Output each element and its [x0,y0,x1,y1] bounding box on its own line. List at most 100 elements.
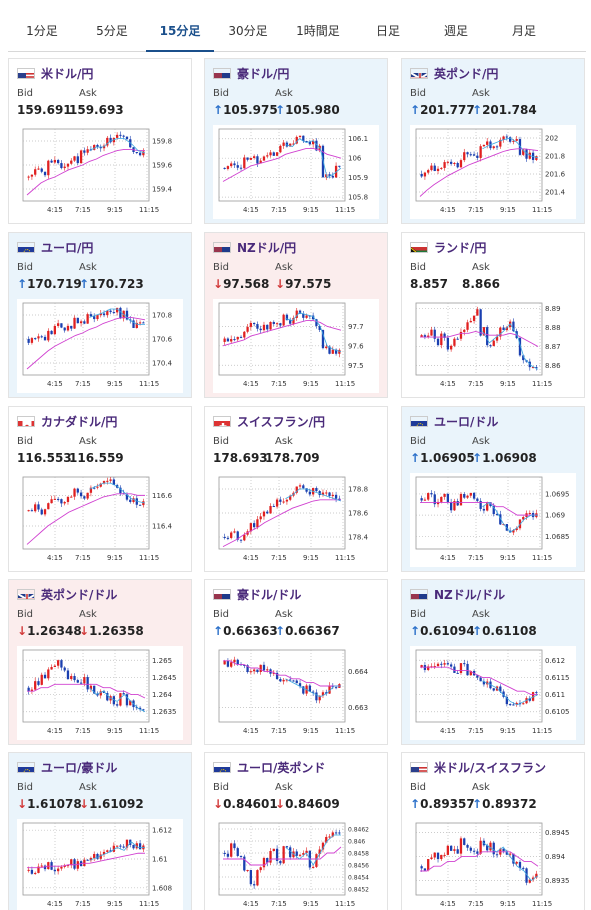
card-header[interactable]: 米ドル/スイスフラン [410,759,546,775]
card-header[interactable]: カナダドル/円 [17,413,117,429]
price-chart[interactable]: 4:15 7:15 9:15 11:15 106.1 106 105.9 105.8 [213,125,379,219]
moving-average-line [222,499,341,547]
bid-value: 170.719 [27,277,82,291]
card-header[interactable]: ユーロ/ドル [410,413,498,429]
candle-body [89,858,93,861]
candle-body [321,329,325,349]
tab-0[interactable]: 1分足 [26,24,58,38]
card-header[interactable]: 豪ドル/ドル [213,586,301,602]
card-header[interactable]: 米ドル/円 [17,65,93,81]
rate-card[interactable]: スイスフラン/円 Bid Ask 178.693 178.709 4:15 7:15 9:15… [204,406,388,572]
candle-body [93,487,96,489]
pair-name[interactable]: ランド/円 [434,240,487,255]
pair-name[interactable]: 豪ドル/円 [237,66,290,81]
rate-card[interactable]: 米ドル/円 Bid Ask 159.691 159.693 4:15 7:15 9:15 11:… [8,58,192,224]
price-chart[interactable]: 4:15 7:15 9:15 11:15 0.8945 0.894 0.8935 [410,819,576,910]
price-chart[interactable]: 4:15 7:15 9:15 11:15 1.612 1.61 1.608 [17,819,183,910]
x-tick-label: 4:15 [243,206,259,214]
candle-body [122,135,125,137]
rate-card[interactable]: ユーロ/英ポンド Bid Ask ↓0.84601 ↓0.84609 4:15 7:15 9:… [204,752,388,910]
rate-card[interactable]: 英ポンド/円 Bid Ask ↑201.777 ↑201.784 4:15 7:15 9:15… [401,58,585,224]
price-chart[interactable]: 4:15 7:15 9:15 11:15 1.0695 1.069 1.0685 [410,473,576,567]
rate-card[interactable]: ユーロ/ドル Bid Ask ↑1.06905 ↑1.06908 4:15 7:15 9:15… [401,406,585,572]
tab-6[interactable]: 週足 [443,24,468,38]
tab-1[interactable]: 5分足 [96,24,128,38]
y-tick-label: 0.8462 [348,827,369,834]
card-header[interactable]: 英ポンド/円 [410,65,498,81]
rate-card[interactable]: NZドル/円 Bid Ask ↓97.568 ↓97.575 4:15 7:15 9:15 11… [204,232,388,398]
rate-card[interactable]: NZドル/ドル Bid Ask ↑0.61094 ↑0.61108 4:15 7:15 9:1… [401,579,585,745]
candle-body [525,698,528,704]
candle-body [106,137,109,146]
candle-body [469,847,472,851]
tab-7[interactable]: 月足 [511,24,536,38]
card-header[interactable]: 豪ドル/円 [213,65,289,81]
pair-name[interactable]: 英ポンド/円 [434,66,499,81]
card-header[interactable]: ユーロ/英ポンド [213,759,325,775]
rate-card[interactable]: カナダドル/円 Bid Ask 116.553 116.559 4:15 7:15 9:15 1… [8,406,192,572]
bid-price: ↑170.719 [17,277,82,291]
rate-card[interactable]: 豪ドル/ドル Bid Ask ↑0.66363 ↑0.66367 4:15 7:15 9:15… [204,579,388,745]
pair-name[interactable]: 米ドル/スイスフラン [434,760,547,775]
bid-price: ↓97.568 [213,277,269,291]
rate-card[interactable]: 米ドル/スイスフラン Bid Ask ↑0.89357 ↑0.89372 4:15 7:15… [401,752,585,910]
card-header[interactable]: 英ポンド/ドル [17,586,117,602]
currency-flag-icon [410,241,428,253]
price-chart[interactable]: 4:15 7:15 9:15 11:15 0.8462 0.846 0.8458 0.8456… [213,819,379,910]
x-tick-label: 7:15 [271,900,287,908]
price-chart[interactable]: 4:15 7:15 9:15 11:15 116.6 116.4 [17,473,183,567]
price-chart[interactable]: 4:15 7:15 9:15 11:15 178.8 178.6 178.4 [213,473,379,567]
candle-body [308,685,312,692]
pair-name[interactable]: NZドル/ドル [434,587,506,602]
card-header[interactable]: ユーロ/豪ドル [17,759,117,775]
candle-body [272,321,275,324]
price-chart[interactable]: 4:15 7:15 9:15 11:15 202 201.8 201.6 201.4 [410,125,576,219]
candle-body [47,862,50,870]
pair-name[interactable]: ユーロ/英ポンド [237,760,326,775]
card-header[interactable]: ユーロ/円 [17,239,93,255]
up-arrow-icon: ↑ [472,451,483,465]
candle-body [482,144,486,147]
price-chart[interactable]: 4:15 7:15 9:15 11:15 8.89 8.88 8.87 8.86 [410,299,576,393]
card-header[interactable]: NZドル/円 [213,239,296,255]
rate-card[interactable]: ランド/円 Bid Ask 8.857 8.866 4:15 7:15 9:15 11:15 8.… [401,232,585,398]
price-chart[interactable]: 4:15 7:15 9:15 11:15 1.265 1.2645 1.264 1.2635 [17,646,183,740]
bid-value: 0.84601 [223,797,278,811]
moving-average-line [223,846,342,866]
pair-name[interactable]: 米ドル/円 [41,66,94,81]
tab-3[interactable]: 30分足 [228,24,268,38]
candle-body [259,328,262,331]
pair-name[interactable]: 豪ドル/ドル [237,587,302,602]
candle-body [76,317,79,324]
pair-name[interactable]: NZドル/円 [237,240,297,255]
price-chart[interactable]: 4:15 7:15 9:15 11:15 170.8 170.6 170.4 [17,299,183,393]
card-header[interactable]: スイスフラン/円 [213,413,325,429]
rate-card[interactable]: ユーロ/豪ドル Bid Ask ↓1.61078 ↓1.61092 4:15 7:15 9:1… [8,752,192,910]
candle-body [525,868,528,883]
rate-card[interactable]: 英ポンド/ドル Bid Ask ↓1.26348 ↓1.26358 4:15 7:15 9:1… [8,579,192,745]
x-tick-label: 9:15 [303,380,319,388]
pair-name[interactable]: カナダドル/円 [41,414,118,429]
price-chart[interactable]: 4:15 7:15 9:15 11:15 159.8 159.6 159.4 [17,125,183,219]
tab-2[interactable]: 15分足 [146,22,214,52]
tab-4[interactable]: 1時間足 [296,24,340,38]
x-tick-label: 4:15 [47,554,63,562]
pair-name[interactable]: 英ポンド/ドル [41,587,118,602]
rate-card[interactable]: ユーロ/円 Bid Ask ↑170.719 ↑170.723 4:15 7:15 9:15 1… [8,232,192,398]
rate-card[interactable]: 豪ドル/円 Bid Ask ↑105.975 ↑105.980 4:15 7:15 9:15 1… [204,58,388,224]
bid-label: Bid [410,609,426,620]
tab-5[interactable]: 日足 [375,24,400,38]
candle-body [502,691,505,697]
card-header[interactable]: ランド/円 [410,239,486,255]
ask-label: Ask [79,262,97,273]
candle-body [505,327,509,330]
price-chart[interactable]: 4:15 7:15 9:15 11:15 0.612 0.6115 0.611 0.6105 [410,646,576,740]
price-chart[interactable]: 4:15 7:15 9:15 11:15 0.664 0.663 [213,646,379,740]
pair-name[interactable]: スイスフラン/円 [237,414,326,429]
pair-name[interactable]: ユーロ/円 [41,240,94,255]
pair-name[interactable]: ユーロ/豪ドル [41,760,118,775]
pair-name[interactable]: ユーロ/ドル [434,414,499,429]
card-header[interactable]: NZドル/ドル [410,586,505,602]
price-chart[interactable]: 4:15 7:15 9:15 11:15 97.7 97.6 97.5 [213,299,379,393]
x-tick-label: 7:15 [468,727,484,735]
